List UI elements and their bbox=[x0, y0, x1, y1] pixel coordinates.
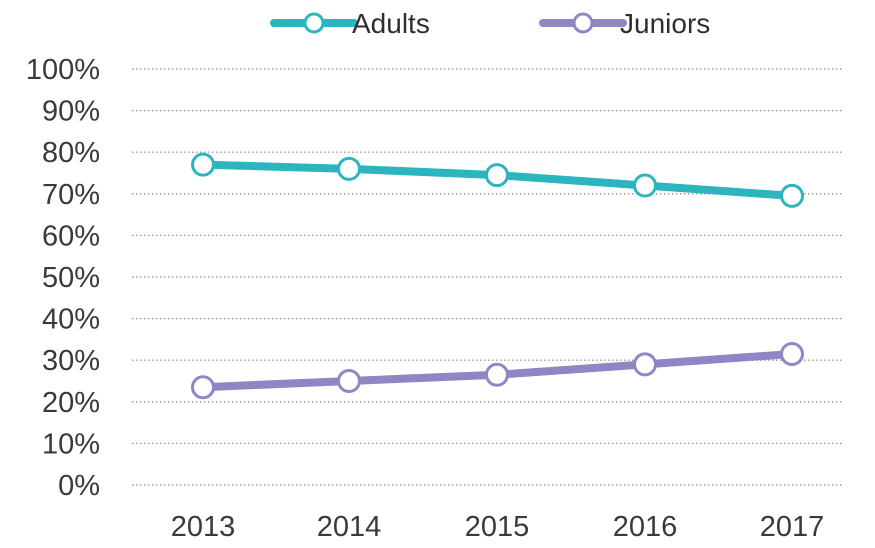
x-axis: 2013 2014 2015 2016 2017 bbox=[171, 511, 825, 543]
legend-item-juniors: Juniors bbox=[539, 8, 710, 39]
x-tick-label: 2015 bbox=[465, 511, 530, 543]
y-tick-label: 0% bbox=[58, 470, 100, 502]
y-tick-label: 50% bbox=[42, 262, 100, 294]
x-tick-label: 2016 bbox=[613, 511, 678, 543]
data-point-adults-2016 bbox=[633, 173, 657, 198]
legend-swatch-marker bbox=[572, 12, 594, 34]
y-tick-label: 80% bbox=[42, 137, 100, 169]
y-tick-label: 70% bbox=[42, 179, 100, 211]
y-tick-label: 30% bbox=[42, 345, 100, 377]
legend-swatch-marker bbox=[303, 12, 325, 34]
gridlines bbox=[132, 68, 842, 486]
legend-item-adults: Adults bbox=[270, 8, 430, 39]
legend-label: Juniors bbox=[620, 8, 710, 39]
y-tick-label: 20% bbox=[42, 387, 100, 419]
y-tick-label: 90% bbox=[42, 96, 100, 128]
y-tick-label: 100% bbox=[26, 54, 100, 86]
legend-label: Adults bbox=[352, 8, 430, 39]
y-tick-label: 60% bbox=[42, 220, 100, 252]
y-tick-label: 10% bbox=[42, 428, 100, 460]
data-point-juniors-2016 bbox=[633, 352, 657, 377]
x-tick-label: 2017 bbox=[760, 511, 825, 543]
y-tick-label: 40% bbox=[42, 304, 100, 336]
legend: Adults Juniors bbox=[270, 8, 710, 39]
series-juniors bbox=[191, 341, 804, 400]
series-group bbox=[191, 152, 804, 400]
data-point-juniors-2015 bbox=[485, 362, 509, 387]
x-tick-label: 2014 bbox=[317, 511, 382, 543]
data-point-adults-2017 bbox=[780, 183, 804, 208]
data-point-adults-2015 bbox=[485, 163, 509, 188]
data-point-juniors-2014 bbox=[337, 369, 361, 393]
data-point-juniors-2013 bbox=[191, 375, 215, 400]
y-axis: 0% 10% 20% 30% 40% 50% 60% 70% 80% 90% 100% bbox=[26, 54, 100, 502]
data-point-adults-2014 bbox=[337, 156, 361, 181]
data-point-adults-2013 bbox=[191, 152, 215, 177]
series-adults bbox=[191, 152, 804, 208]
x-tick-label: 2013 bbox=[171, 511, 236, 543]
data-point-juniors-2017 bbox=[780, 341, 804, 366]
